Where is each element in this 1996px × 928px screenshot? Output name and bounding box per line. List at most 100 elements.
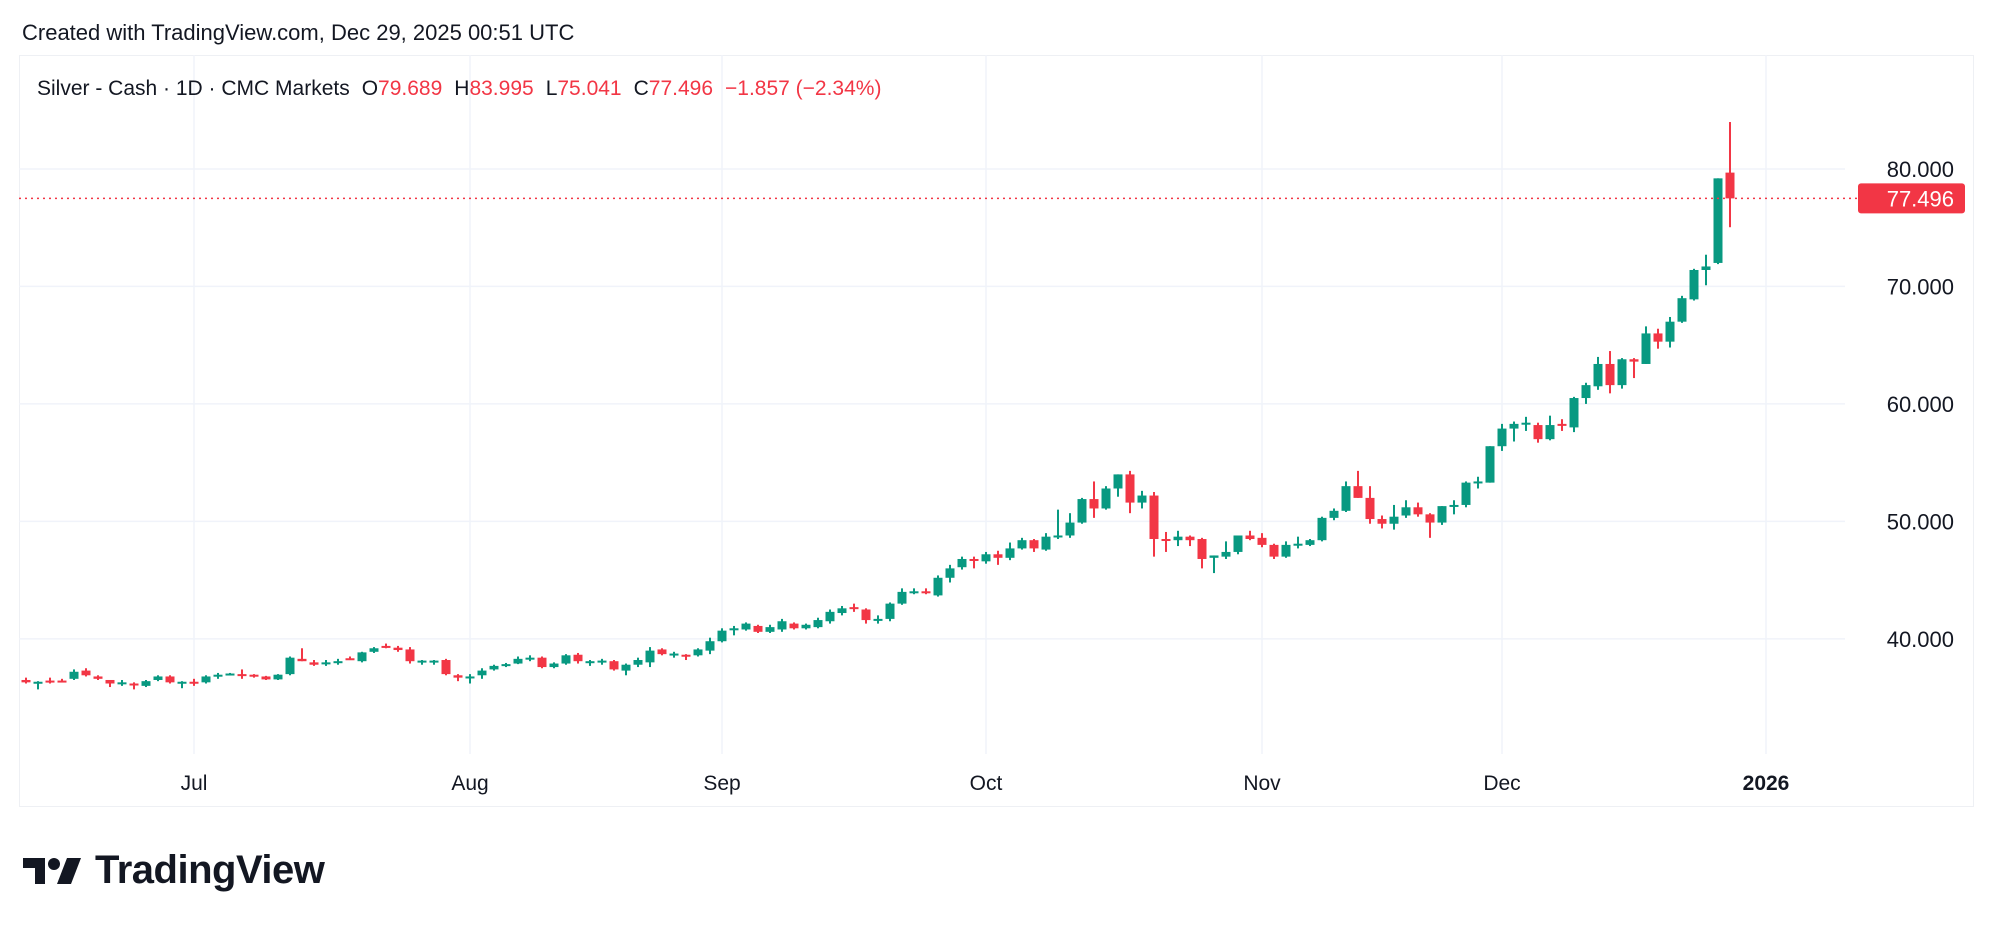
candle-body <box>945 568 955 578</box>
candle <box>1365 486 1375 524</box>
candle-body <box>621 664 631 671</box>
candle-body <box>1029 540 1039 549</box>
candle <box>1353 470 1363 498</box>
candle-body <box>1521 422 1531 425</box>
candle <box>813 617 823 629</box>
candle <box>249 674 259 678</box>
tradingview-logo[interactable]: TradingView <box>23 848 325 893</box>
candle <box>189 678 199 686</box>
candle <box>93 675 103 680</box>
candle-body <box>1449 504 1459 507</box>
price-tick-label: 80.000 <box>1887 157 1954 182</box>
close-label: C <box>633 77 649 100</box>
candle-body <box>81 670 91 676</box>
candle-body <box>1053 535 1063 538</box>
price-tick-label: 70.000 <box>1887 274 1954 299</box>
candle <box>237 669 247 679</box>
candle-body <box>1257 537 1267 545</box>
candle <box>501 662 511 668</box>
candle-body <box>1353 486 1363 498</box>
candle <box>693 648 703 657</box>
candle-body <box>345 658 355 661</box>
candle <box>837 605 847 616</box>
candle <box>825 609 835 624</box>
candle <box>1461 481 1471 508</box>
candle <box>1317 516 1327 542</box>
candle <box>1329 508 1339 521</box>
candle <box>657 648 667 656</box>
candle-body <box>141 681 151 686</box>
candle <box>537 656 547 669</box>
candle <box>609 660 619 671</box>
candle <box>933 575 943 597</box>
candle <box>1485 446 1495 483</box>
candle <box>1293 536 1303 549</box>
candle <box>405 647 415 664</box>
candle-body <box>333 661 343 664</box>
candle <box>969 556 979 569</box>
high-label: H <box>454 77 470 100</box>
candle <box>309 660 319 666</box>
candle-body <box>933 577 943 596</box>
candle-body <box>741 623 751 630</box>
candle <box>861 608 871 624</box>
candle-body <box>813 620 823 628</box>
candle-body <box>645 650 655 663</box>
candle-body <box>93 676 103 679</box>
candle <box>225 672 235 676</box>
candle <box>21 677 31 684</box>
candle <box>213 672 223 679</box>
candle <box>417 660 427 665</box>
candle <box>1701 254 1711 286</box>
last-price-line: 77.496 <box>19 183 1965 214</box>
candle-body <box>129 683 139 686</box>
close-value: 77.496 <box>648 77 714 100</box>
candle <box>453 674 463 682</box>
candle-body <box>693 649 703 656</box>
candle <box>1713 178 1723 265</box>
candle-body <box>957 558 967 568</box>
candle <box>1425 513 1435 538</box>
candle <box>57 678 67 683</box>
candle-body <box>1641 333 1651 364</box>
candle-body <box>1389 516 1399 524</box>
time-axis[interactable]: Jul Aug Sep Oct Nov Dec 2026 <box>181 772 1790 795</box>
candle <box>1161 531 1171 552</box>
candle <box>1437 506 1447 525</box>
price-tick-label: 40.000 <box>1887 627 1954 652</box>
candle-body <box>1713 178 1723 263</box>
time-tick-label: Nov <box>1243 772 1281 795</box>
candle <box>1005 542 1015 561</box>
candle <box>1449 500 1459 515</box>
candle <box>717 628 727 643</box>
candle-body <box>633 660 643 665</box>
candle-body <box>1701 266 1711 270</box>
candle <box>1041 533 1051 551</box>
candle <box>1137 490 1147 509</box>
candle <box>621 663 631 676</box>
candle <box>261 675 271 680</box>
candle <box>633 657 643 668</box>
candle-body <box>1569 398 1579 428</box>
candle-body <box>909 591 919 594</box>
candle-body <box>369 648 379 652</box>
candle <box>1473 476 1483 489</box>
candle-body <box>753 625 763 632</box>
candle-body <box>1677 298 1687 322</box>
candle-body <box>429 660 439 663</box>
candle-body <box>801 624 811 629</box>
candle-body <box>873 618 883 621</box>
candle-body <box>1689 269 1699 300</box>
candle-body <box>105 679 115 684</box>
candle <box>1305 539 1315 547</box>
candle-body <box>417 660 427 663</box>
time-tick-label: Jul <box>181 772 208 795</box>
price-axis[interactable]: 40.000 50.000 60.000 70.000 80.000 <box>1887 157 1954 652</box>
candle-body <box>1233 535 1243 552</box>
candle-body <box>45 680 55 683</box>
candle <box>777 618 787 632</box>
candle-body <box>1161 539 1171 542</box>
candle <box>129 682 139 690</box>
candle-body <box>465 676 475 679</box>
